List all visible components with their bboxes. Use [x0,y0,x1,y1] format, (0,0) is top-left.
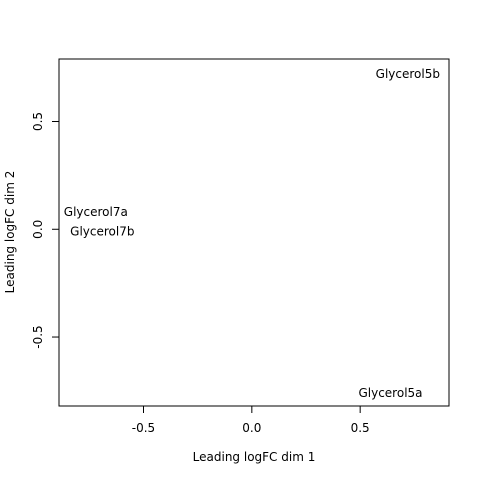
y-axis: -0.5 0.0 0.5 [31,112,59,349]
x-tick-label: 0.5 [351,421,370,435]
x-axis: -0.5 0.0 0.5 [132,406,370,435]
point-label-glycerol7b: Glycerol7b [70,224,134,238]
y-tick-label: -0.5 [31,325,45,348]
y-tick-label: 0.0 [31,220,45,239]
point-label-glycerol7a: Glycerol7a [64,205,128,219]
y-axis-label: Leading logFC dim 2 [3,171,17,294]
point-label-glycerol5b: Glycerol5b [376,67,440,81]
point-label-glycerol5a: Glycerol5a [358,386,422,400]
plot-box [58,58,450,407]
y-tick-label: 0.5 [31,112,45,131]
x-tick-label: 0.0 [242,421,261,435]
x-axis-label: Leading logFC dim 1 [193,450,316,464]
x-tick-label: -0.5 [132,421,155,435]
data-points: Glycerol5b Glycerol7a Glycerol7b Glycerol5a [64,67,440,400]
